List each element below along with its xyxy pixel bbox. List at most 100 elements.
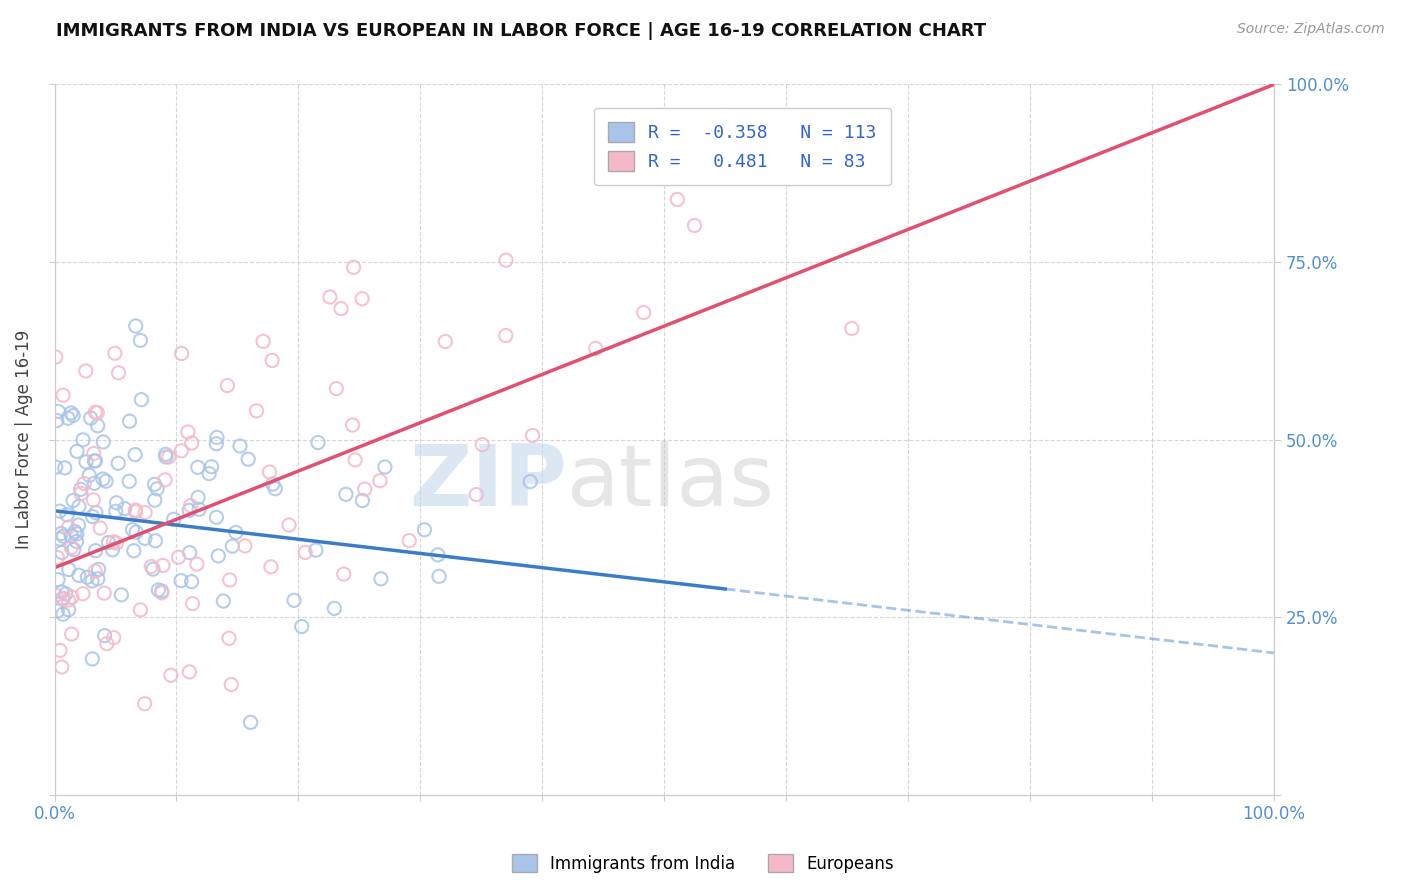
Point bbox=[122, 543, 145, 558]
Point bbox=[198, 467, 221, 481]
Point bbox=[291, 619, 314, 633]
Point bbox=[180, 436, 202, 450]
Point bbox=[129, 334, 152, 348]
Point bbox=[245, 404, 267, 418]
Point bbox=[103, 534, 125, 549]
Point bbox=[87, 562, 110, 576]
Point bbox=[330, 301, 353, 316]
Point bbox=[398, 533, 420, 548]
Point bbox=[124, 503, 146, 517]
Point bbox=[332, 567, 354, 582]
Point bbox=[180, 499, 202, 513]
Point bbox=[62, 409, 84, 423]
Point bbox=[103, 631, 125, 645]
Point bbox=[60, 541, 83, 555]
Point bbox=[60, 591, 83, 605]
Point bbox=[207, 549, 229, 563]
Point bbox=[104, 504, 127, 518]
Point bbox=[101, 542, 124, 557]
Point bbox=[63, 542, 86, 557]
Point bbox=[170, 574, 193, 588]
Point bbox=[52, 591, 75, 606]
Point bbox=[262, 353, 284, 368]
Point bbox=[352, 292, 374, 306]
Point bbox=[46, 573, 69, 587]
Point bbox=[52, 388, 75, 402]
Point bbox=[118, 414, 141, 428]
Point bbox=[200, 459, 222, 474]
Point bbox=[52, 607, 75, 621]
Point bbox=[56, 508, 79, 522]
Point bbox=[325, 382, 347, 396]
Point bbox=[374, 460, 396, 475]
Point bbox=[52, 529, 75, 543]
Point bbox=[167, 550, 190, 565]
Point bbox=[585, 342, 607, 356]
Point bbox=[259, 465, 281, 479]
Point bbox=[84, 506, 107, 520]
Point bbox=[82, 492, 104, 507]
Point bbox=[82, 509, 104, 524]
Legend: R =  -0.358   N = 113, R =   0.481   N = 83: R = -0.358 N = 113, R = 0.481 N = 83 bbox=[593, 108, 891, 186]
Point bbox=[83, 476, 105, 491]
Point bbox=[49, 643, 72, 657]
Point bbox=[153, 473, 176, 487]
Point bbox=[368, 474, 391, 488]
Point bbox=[218, 632, 240, 646]
Point bbox=[105, 496, 128, 510]
Point bbox=[323, 601, 346, 615]
Point bbox=[56, 411, 79, 425]
Point bbox=[294, 545, 316, 559]
Point bbox=[121, 523, 143, 537]
Point bbox=[72, 587, 94, 601]
Point bbox=[177, 425, 200, 439]
Point bbox=[305, 543, 328, 558]
Point bbox=[110, 588, 132, 602]
Point bbox=[522, 428, 544, 442]
Point bbox=[114, 501, 136, 516]
Point bbox=[187, 460, 209, 475]
Point bbox=[48, 404, 70, 418]
Point bbox=[426, 548, 449, 562]
Point bbox=[170, 443, 193, 458]
Point bbox=[427, 569, 450, 583]
Point bbox=[264, 482, 287, 496]
Point bbox=[66, 444, 89, 458]
Point bbox=[212, 594, 235, 608]
Point bbox=[471, 437, 494, 451]
Point bbox=[63, 524, 86, 539]
Point bbox=[125, 525, 148, 540]
Point bbox=[146, 482, 169, 496]
Point bbox=[69, 483, 91, 497]
Point bbox=[163, 512, 186, 526]
Point bbox=[278, 518, 301, 533]
Point bbox=[353, 482, 375, 496]
Point bbox=[65, 534, 87, 549]
Point bbox=[218, 573, 240, 587]
Point bbox=[118, 475, 141, 489]
Point bbox=[45, 588, 67, 602]
Point bbox=[239, 715, 262, 730]
Point bbox=[97, 535, 120, 549]
Text: ZIP: ZIP bbox=[409, 441, 567, 524]
Point bbox=[107, 366, 129, 380]
Point bbox=[55, 587, 77, 601]
Point bbox=[75, 364, 97, 378]
Point bbox=[179, 665, 201, 679]
Point bbox=[51, 545, 73, 559]
Point bbox=[141, 559, 163, 574]
Point bbox=[104, 346, 127, 360]
Point bbox=[86, 418, 108, 433]
Y-axis label: In Labor Force | Age 16-19: In Labor Force | Age 16-19 bbox=[15, 330, 32, 549]
Point bbox=[58, 562, 80, 576]
Point bbox=[283, 593, 305, 607]
Point bbox=[49, 526, 72, 541]
Point bbox=[70, 486, 93, 500]
Point bbox=[107, 456, 129, 470]
Point bbox=[82, 652, 104, 666]
Point bbox=[252, 334, 274, 349]
Point bbox=[150, 586, 173, 600]
Point bbox=[83, 446, 105, 460]
Text: Source: ZipAtlas.com: Source: ZipAtlas.com bbox=[1237, 22, 1385, 37]
Point bbox=[134, 697, 156, 711]
